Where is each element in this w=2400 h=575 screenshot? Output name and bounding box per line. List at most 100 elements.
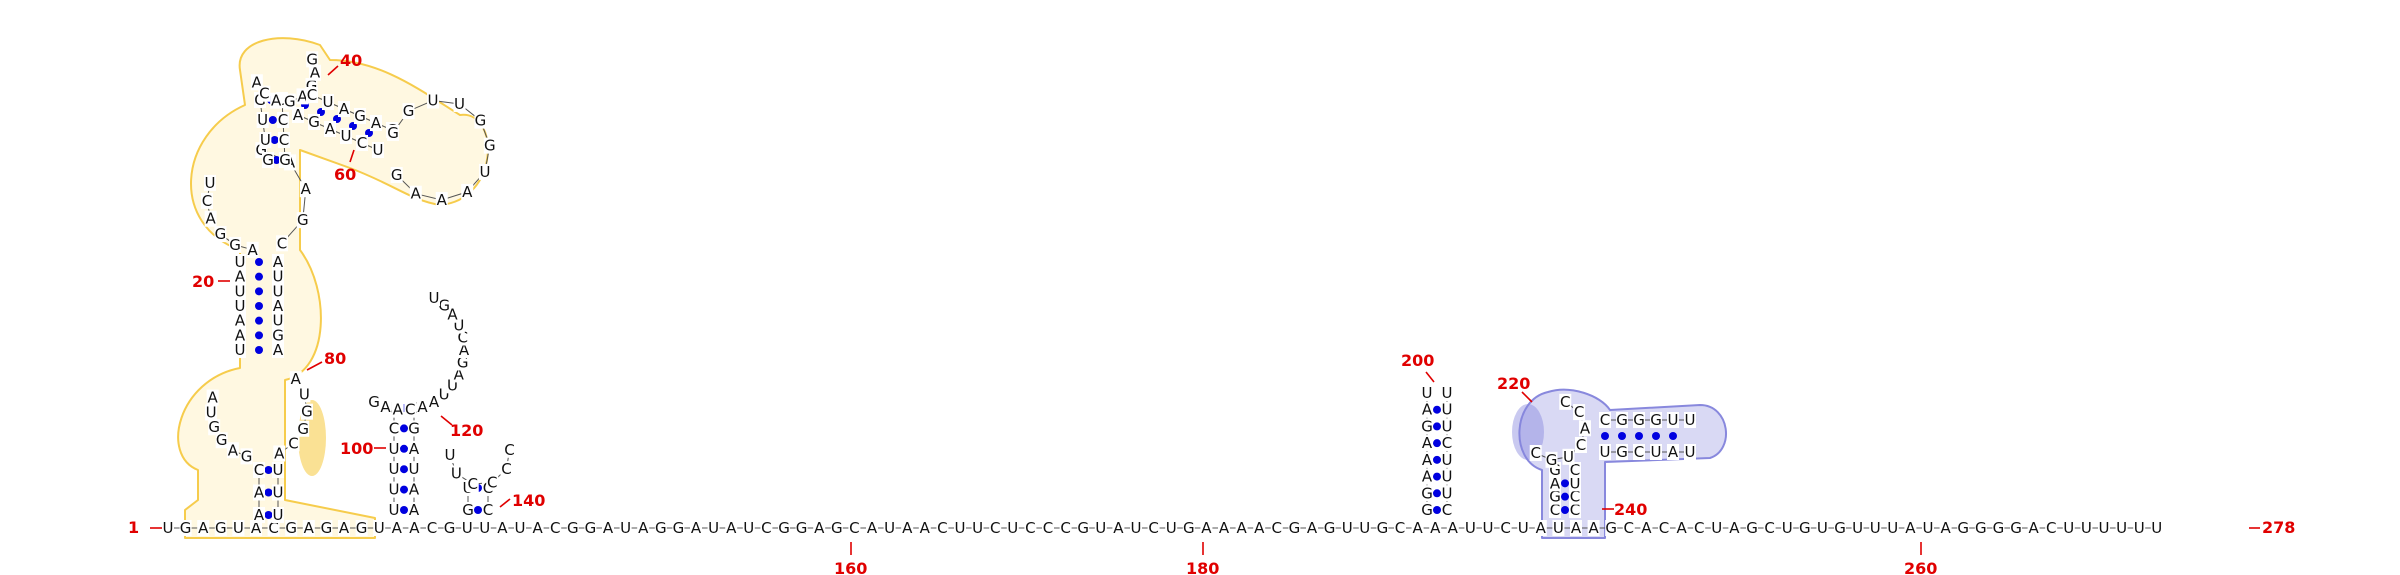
baseline-nt: U	[1465, 519, 1476, 537]
d1-right-trunk-nt: G	[272, 326, 284, 344]
d2-bp	[400, 424, 408, 433]
baseline-nt-bg	[1218, 520, 1230, 536]
baseline-nt-bg	[883, 520, 896, 536]
d1-hairpin-nt-bg	[478, 163, 491, 180]
baseline-nt: G	[1183, 519, 1195, 537]
baseline-nt: U	[1887, 519, 1898, 537]
baseline-nt: C	[1395, 519, 1405, 537]
d1-branch-bottom-nt-bg	[308, 114, 320, 130]
d4-bp	[1433, 472, 1441, 481]
baseline-nt-bg	[619, 520, 632, 536]
baseline-nt-bg	[2098, 520, 2110, 536]
d1-left-trunk-nt: U	[235, 297, 246, 315]
d5-right-nt-bg	[1569, 462, 1581, 478]
baseline-nt-bg	[1798, 520, 1811, 536]
baseline-nt-bg	[1182, 520, 1195, 536]
baseline-nt: A	[2028, 519, 2039, 537]
d3-loop-nt-bg	[500, 461, 513, 478]
baseline-nt: A	[1905, 519, 1916, 537]
baseline-nt: G	[444, 519, 456, 537]
baseline-nt-bg	[408, 520, 421, 536]
position-number-120: 120	[450, 421, 483, 440]
baseline-nt-bg	[936, 520, 949, 536]
d2-left-nt: U	[389, 440, 400, 458]
baseline-nt-bg	[2027, 520, 2040, 536]
d2-loop-nt: A	[459, 341, 470, 359]
d5-loop-nt: C	[1530, 444, 1540, 462]
d5-loop-nt-bg	[1574, 437, 1587, 453]
baseline-nt-bg	[1939, 520, 1952, 536]
d1-trunk-bp	[255, 258, 263, 266]
d1-right-trunk-nt: U	[273, 268, 284, 286]
baseline-nt: A	[1113, 519, 1124, 537]
d4-left-nt: U	[1422, 384, 1433, 402]
baseline-nt: G	[1605, 519, 1617, 537]
d3-bp	[474, 506, 482, 514]
d1-lower-right-loop-nt-bg	[297, 420, 310, 437]
d5-loop-nt-bg	[1573, 404, 1586, 421]
d4-left-nt: A	[1422, 401, 1433, 419]
d1-lower-left-stem-nt-bg	[253, 507, 265, 523]
d3-loop-nt-bg	[503, 441, 516, 458]
d1-cap-nt: A	[252, 73, 263, 91]
d1-hairpin-nt-bg	[402, 103, 415, 120]
d1-branch-top-nt-bg	[370, 115, 382, 131]
baseline-nt: U	[1518, 519, 1529, 537]
d1-branch-top-nt-bg	[354, 108, 366, 124]
d1-hairpin-nt: A	[411, 185, 422, 203]
baseline-nt-bg	[285, 520, 298, 536]
d5-loop-nt-bg	[1545, 451, 1558, 468]
d3-loop-nt: U	[451, 464, 462, 482]
baseline-nt-bg	[443, 520, 456, 536]
d1-lower-right-loop-nt: U	[299, 385, 310, 403]
d5-loop-nt: C	[1576, 436, 1586, 454]
d5-stem-bottom-nt-bg	[1599, 444, 1611, 460]
baseline-nt-bg	[2150, 520, 2163, 536]
baseline-nt-bg	[1851, 520, 1864, 536]
baseline-nt: C	[550, 519, 560, 537]
baseline-nt-bg	[1974, 520, 1987, 536]
baseline-nt: U	[1095, 519, 1106, 537]
d1-cap-nt: A	[297, 87, 308, 105]
d5-stem-bp	[1601, 432, 1609, 440]
d2-loop-nt-bg	[391, 401, 404, 418]
d1-lower-right-loop-nt-bg	[287, 435, 300, 452]
baseline-nt: C	[1025, 519, 1035, 537]
d4-left-nt: G	[1421, 484, 1433, 502]
d4-left-nt: G	[1421, 417, 1433, 435]
d2-left-nt-bg	[388, 420, 400, 437]
baseline-nt-bg	[1482, 520, 1494, 536]
baseline-nt: U	[1852, 519, 1863, 537]
baseline-nt-bg	[1622, 520, 1635, 536]
baseline-nt: A	[497, 519, 508, 537]
d1-hairpin-nt-bg	[474, 112, 487, 129]
d1-top-left-nt: U	[260, 131, 271, 149]
d3-loop-nt: C	[468, 475, 478, 493]
d1-left-loop-big-nt: G	[229, 236, 241, 254]
d1-right-trunk-nt-bg	[272, 312, 284, 329]
baseline-nt: G	[1799, 519, 1811, 537]
d1-lower-left-loop-nt-bg	[205, 404, 218, 421]
baseline-nt-bg	[1429, 520, 1442, 536]
baseline-nt: G	[831, 519, 843, 537]
baseline-nt: G	[796, 519, 808, 537]
baseline-nt-bg	[1288, 520, 1301, 536]
d1-branch-top-nt: U	[323, 93, 334, 111]
baseline-nt-bg	[1147, 520, 1160, 536]
baseline-nt-bg	[1922, 520, 1934, 536]
baseline-nt-bg	[1834, 520, 1846, 536]
d1-right-trunk-nt-bg	[272, 268, 284, 285]
baseline-nt: G	[1834, 519, 1846, 537]
d2-right-nt-bg	[408, 481, 420, 498]
d1-right-loop-big-nt: G	[297, 211, 309, 229]
d1-branch-bottom-nt: U	[373, 141, 384, 159]
d4-left-nt-bg	[1421, 502, 1433, 518]
d5-stem-top-nt-bg	[1633, 412, 1645, 428]
d2-right-nt: A	[409, 481, 420, 499]
tick-200	[1425, 371, 1435, 383]
d5-stem-bottom-nt: U	[1685, 443, 1696, 461]
baseline-nt: G	[778, 519, 790, 537]
d3-right-nt: C	[483, 501, 493, 519]
d2-loop-nt: A	[417, 398, 428, 416]
d4-left-nt-bg	[1421, 385, 1433, 401]
